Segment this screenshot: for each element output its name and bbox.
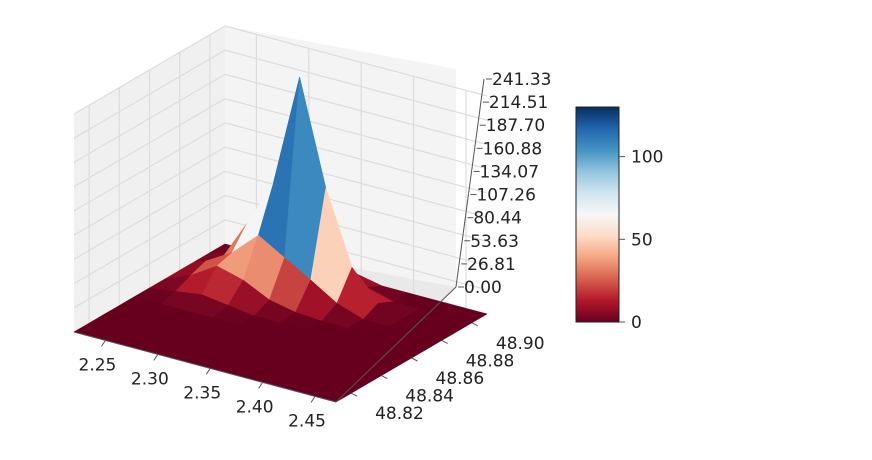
z-gridline	[73, 73, 488, 163]
colorbar: 0 50 100	[575, 106, 663, 333]
x-tick	[310, 396, 316, 403]
z-gridline	[73, 49, 488, 139]
colorbar-tick-label: 50	[631, 230, 653, 250]
surface-plot	[73, 77, 488, 403]
z-gridline	[73, 146, 488, 236]
z-gridline	[73, 170, 488, 260]
y-tick	[471, 322, 479, 327]
z-gridline	[73, 122, 488, 212]
x-tick-label: 2.45	[288, 411, 326, 431]
z-tick-label: 160.88	[483, 139, 542, 159]
y-tick-label: 48.82	[375, 404, 424, 424]
z-tick-label: 80.44	[473, 209, 522, 229]
axes-lines	[73, 78, 485, 403]
z-tick-label: 214.51	[489, 93, 548, 113]
x-tick	[205, 368, 211, 375]
z-gridline	[73, 194, 488, 285]
z-tick-label: 0.00	[464, 278, 502, 298]
x-tick-label: 2.30	[131, 369, 169, 389]
x-tick-label: 2.25	[79, 355, 117, 375]
y-tick-label: 48.84	[405, 387, 454, 407]
y-tick	[350, 392, 358, 397]
z-gridline	[73, 219, 488, 309]
z-tick-label: 241.33	[492, 70, 551, 90]
y-tick-label: 48.90	[496, 334, 545, 354]
z-gridline	[73, 25, 488, 115]
tick-labels: 2.25 2.30 2.35 2.40 2.45 48.8248.8448.8648.88…	[79, 70, 552, 431]
colorbar-tick-label: 0	[631, 313, 642, 333]
x-axis-line	[73, 331, 337, 403]
colorbar-bar	[575, 106, 620, 323]
x-tick-label: 2.40	[236, 397, 274, 417]
z-gridline	[73, 98, 488, 188]
x-tick	[101, 340, 106, 347]
y-tick	[411, 357, 418, 362]
y-tick-label: 48.86	[436, 369, 485, 389]
x-tick	[258, 382, 264, 389]
z-axis-line	[455, 78, 485, 288]
y-tick	[381, 375, 388, 380]
colorbar-tick-label: 100	[631, 148, 663, 168]
x-tick	[153, 354, 159, 361]
y-tick-label: 48.88	[466, 351, 515, 371]
z-tick-label: 26.81	[467, 255, 516, 275]
y-axis-line	[335, 286, 457, 403]
y-tick	[441, 339, 448, 344]
z-tick-label: 134.07	[480, 162, 539, 182]
z-tick-label: 53.63	[470, 232, 519, 252]
z-tick-label: 107.26	[476, 186, 535, 206]
z-tick-label: 187.70	[486, 116, 545, 136]
x-tick-label: 2.35	[183, 383, 221, 403]
